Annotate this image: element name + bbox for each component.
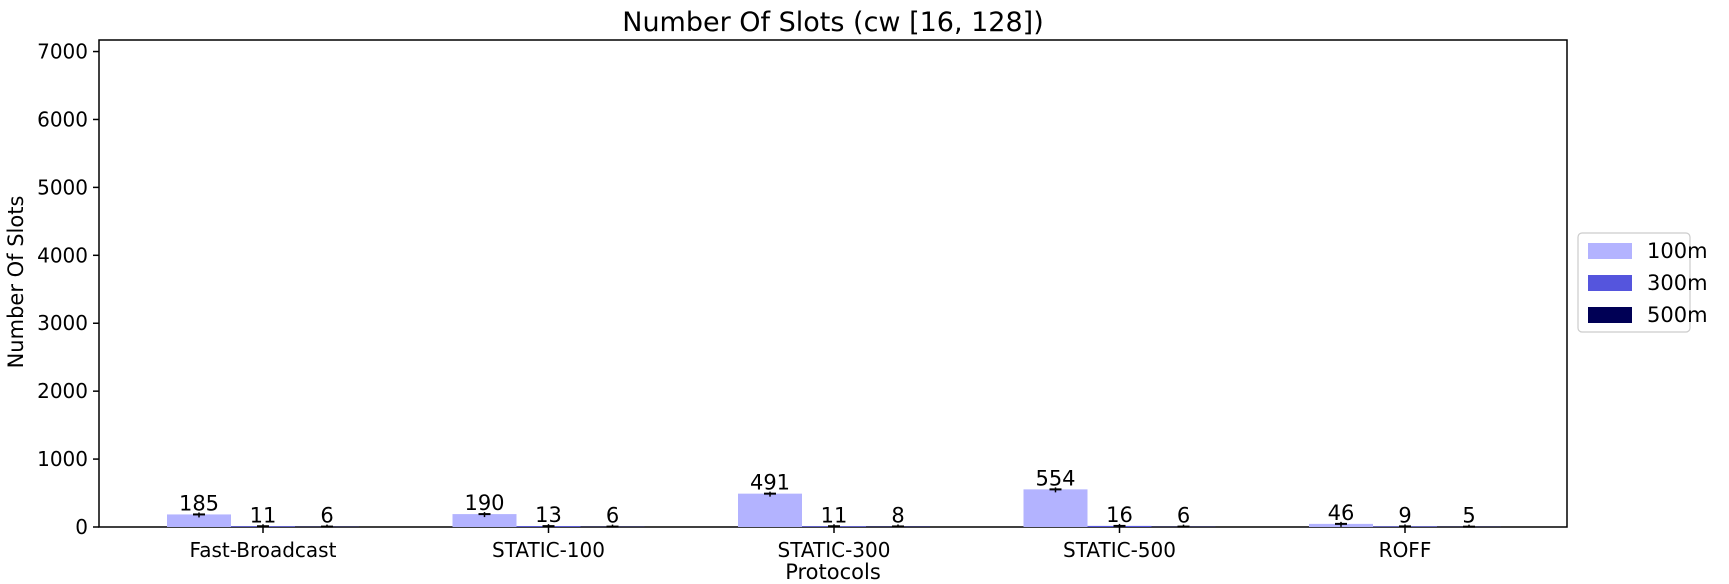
- data-label: 190: [464, 491, 504, 515]
- y-tick-label: 1000: [37, 447, 88, 471]
- plot-frame: [98, 39, 1568, 528]
- legend-label: 500m: [1647, 303, 1708, 327]
- y-tick-label: 7000: [37, 40, 88, 64]
- y-tick-label: 5000: [37, 175, 88, 199]
- data-label: 8: [891, 503, 904, 527]
- y-tick-label: 3000: [37, 311, 88, 335]
- legend-swatch: [1588, 243, 1632, 259]
- legend-swatch: [1588, 275, 1632, 291]
- legend-label: 100m: [1647, 239, 1708, 263]
- y-tick-label: 4000: [37, 243, 88, 267]
- y-tick-label: 6000: [37, 107, 88, 131]
- data-label: 6: [606, 504, 619, 528]
- data-label: 6: [1177, 504, 1190, 528]
- x-axis-label: Protocols: [785, 560, 881, 584]
- data-label: 11: [250, 503, 277, 527]
- data-label: 9: [1398, 503, 1411, 527]
- x-tick-label: STATIC-300: [778, 538, 891, 562]
- x-tick-label: STATIC-100: [492, 538, 605, 562]
- data-label: 6: [320, 504, 333, 528]
- data-label: 46: [1328, 501, 1355, 525]
- chart-title: Number Of Slots (cw [16, 128]): [622, 7, 1043, 38]
- bar: [452, 514, 517, 527]
- y-tick-label: 0: [75, 515, 88, 539]
- data-label: 16: [1106, 503, 1133, 527]
- legend: 100m 300m 500m: [1577, 232, 1708, 333]
- x-tick-label: STATIC-500: [1063, 538, 1176, 562]
- data-label: 5: [1462, 504, 1475, 528]
- bar: [1023, 489, 1088, 527]
- data-label: 185: [179, 491, 219, 515]
- data-label: 554: [1035, 466, 1075, 490]
- y-axis-label: Number Of Slots: [4, 196, 28, 369]
- plot-area: 0 1000 2000 3000 4000 5000 6000 7000 Fast-Broadc…: [37, 39, 1568, 562]
- data-label: 13: [535, 503, 562, 527]
- bar: [738, 493, 802, 527]
- legend-label: 300m: [1647, 271, 1708, 295]
- data-label: 11: [821, 503, 848, 527]
- y-tick-label: 2000: [37, 379, 88, 403]
- x-tick-label: ROFF: [1379, 538, 1432, 562]
- data-label: 491: [750, 471, 790, 495]
- x-tick-label: Fast-Broadcast: [190, 538, 337, 562]
- bar: [167, 514, 231, 527]
- legend-swatch: [1588, 307, 1632, 323]
